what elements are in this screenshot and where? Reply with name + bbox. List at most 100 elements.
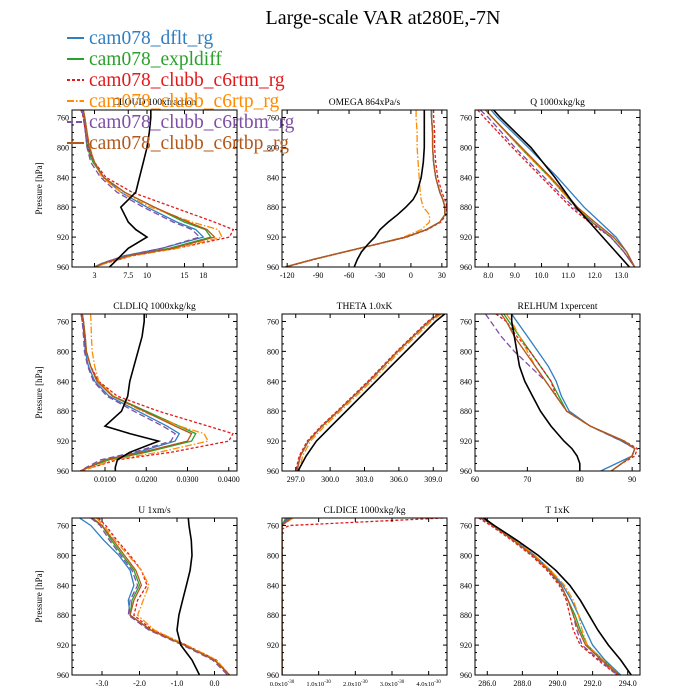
y-tick-label: 920 (267, 233, 279, 242)
plot-frame (474, 517, 641, 676)
panel-title: CLDICE 1000xkg/kg (323, 506, 405, 516)
y-tick-label: 760 (267, 113, 279, 122)
series-line-cam078_expldiff (296, 314, 440, 471)
plot-frame (71, 109, 238, 268)
legend-label: cam078_dflt_rg (89, 28, 213, 49)
x-tick-label: 30 (438, 271, 446, 280)
y-tick-label: 840 (460, 173, 472, 182)
plot-frame (474, 109, 641, 268)
panel-title: T 1xK (545, 506, 570, 516)
panel-title: CLOUD 100xfraction (113, 97, 197, 108)
series-line-cam078_clubb_c6rtbp_rg (485, 110, 636, 267)
series-group (478, 518, 632, 675)
x-tick-label: 0.0300 (177, 475, 199, 484)
series-line-cam078_clubb_c6rtbp_rg (82, 110, 216, 267)
y-tick-label: 840 (267, 173, 279, 182)
series-line-cam078_clubb_c6rtp_rg (284, 110, 431, 267)
series-group (295, 314, 446, 471)
legend-item: cam078_clubb_c6rtp_rg (67, 91, 280, 112)
panel-title: U 1xm/s (138, 506, 171, 516)
plot-frame (281, 109, 448, 268)
series-line-cam078_expldiff (503, 314, 636, 471)
y-tick-label: 800 (267, 551, 279, 560)
panel-0: 760 800 840 880 920 960 3 7.5 10 15 18 CLOUD 100xfr… (34, 97, 238, 280)
y-tick-label: 800 (57, 551, 69, 560)
y-axis-label: Pressure [hPa] (34, 162, 44, 214)
y-tick-label: 960 (460, 263, 472, 272)
series-line-reference (108, 110, 152, 267)
series-line-cam078_expldiff (284, 110, 446, 267)
x-tick-label: 0.0200 (135, 475, 157, 484)
legend-label: cam078_expldiff (89, 49, 222, 70)
series-group (284, 110, 447, 267)
series-group (79, 518, 230, 675)
series-line-reference (103, 314, 162, 471)
x-tick-label: 306.0 (390, 475, 408, 484)
y-tick-label: 920 (460, 437, 472, 446)
y-tick-label: 920 (57, 437, 69, 446)
y-tick-label: 920 (57, 233, 69, 242)
x-tick-label: 70 (523, 475, 531, 484)
x-tick-label: 4.0x10-30 (416, 680, 441, 688)
legend: cam078_dflt_rgcam078_expldiffcam078_club… (67, 28, 295, 154)
y-tick-label: 760 (460, 317, 472, 326)
series-line-cam078_clubb_c6rtbm_rg (479, 110, 636, 267)
legend-item: cam078_clubb_c6rtm_rg (67, 70, 285, 91)
y-tick-label: 840 (57, 173, 69, 182)
y-tick-label: 920 (267, 641, 279, 650)
y-tick-label: 920 (460, 233, 472, 242)
series-line-cam078_dflt_rg (79, 518, 230, 675)
series-line-cam078_clubb_c6rtp_rg (80, 314, 210, 471)
x-tick-label: 2.0x10-30 (343, 680, 368, 688)
legend-label: cam078_clubb_c6rtbm_rg (89, 112, 295, 133)
x-tick-label: 12.0 (588, 271, 602, 280)
x-tick-label: 18 (199, 271, 207, 280)
y-tick-label: 960 (57, 263, 69, 272)
y-tick-label: 760 (57, 317, 69, 326)
x-tick-label: 303.0 (356, 475, 374, 484)
y-tick-label: 880 (460, 407, 472, 416)
x-tick-label: 90 (628, 475, 636, 484)
y-tick-label: 960 (57, 671, 69, 680)
series-line-cam078_clubb_c6rtp_rg (298, 314, 442, 471)
plot-frame (281, 517, 448, 676)
legend-label: cam078_clubb_c6rtbp_rg (89, 133, 289, 154)
series-line-cam078_clubb_c6rtm_rg (295, 314, 439, 471)
panel-title: CLDLIQ 1000xkg/kg (113, 302, 196, 312)
y-tick-label: 800 (57, 347, 69, 356)
x-tick-label: 0.0100 (94, 475, 116, 484)
series-line-cam078_clubb_c6rtbm_rg (479, 518, 618, 675)
y-tick-label: 880 (267, 203, 279, 212)
y-tick-label: 880 (460, 611, 472, 620)
panel-title: THETA 1.0xK (337, 302, 393, 312)
y-tick-label: 880 (57, 611, 69, 620)
x-tick-label: 10.0 (535, 271, 549, 280)
x-tick-label: -2.0 (133, 679, 146, 688)
y-tick-label: 960 (460, 467, 472, 476)
legend-label: cam078_clubb_c6rtm_rg (89, 70, 285, 91)
y-tick-label: 840 (267, 581, 279, 590)
y-tick-label: 960 (267, 467, 279, 476)
y-tick-label: 800 (267, 347, 279, 356)
y-tick-label: 800 (57, 143, 69, 152)
x-tick-label: 3 (93, 271, 97, 280)
y-tick-label: 760 (460, 521, 472, 530)
series-line-cam078_clubb_c6rtbm_rg (79, 314, 176, 471)
series-line-cam078_dflt_rg (483, 518, 622, 675)
series-group (80, 110, 235, 267)
x-tick-label: 10 (143, 271, 151, 280)
series-line-cam078_clubb_c6rtbp_rg (80, 314, 193, 471)
series-line-cam078_clubb_c6rtm_rg (282, 518, 444, 675)
x-tick-label: 300.0 (321, 475, 339, 484)
series-line-reference (510, 314, 581, 471)
series-line-cam078_clubb_c6rtbm_rg (282, 518, 289, 675)
x-tick-label: -120 (280, 271, 295, 280)
series-line-cam078_clubb_c6rtbp_rg (296, 314, 440, 471)
series-line-cam078_clubb_c6rtm_rg (495, 314, 639, 471)
series-line-cam078_clubb_c6rtbm_rg (296, 314, 440, 471)
series-line-cam078_clubb_c6rtbp_rg (500, 314, 636, 471)
panel-1: 760 800 840 880 920 960-120 -90 -60 -30 0 30 OMEGA … (267, 98, 448, 280)
x-tick-label: 0 (409, 271, 413, 280)
